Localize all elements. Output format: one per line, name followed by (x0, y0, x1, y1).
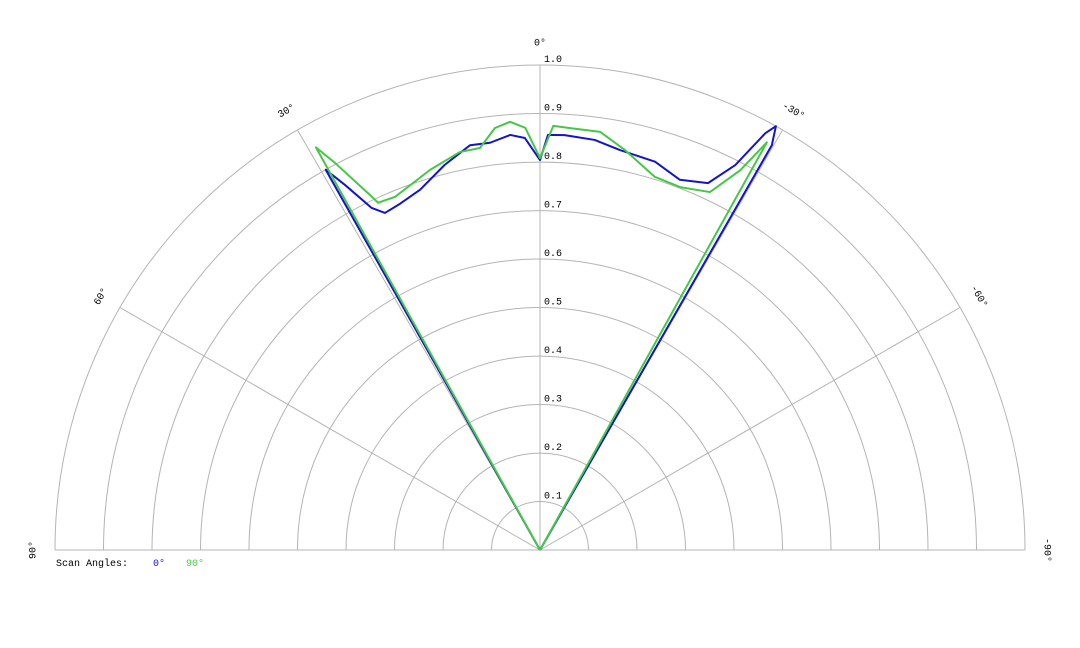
radial-line (539, 307, 961, 551)
r-tick-label: 0.8 (544, 152, 562, 163)
theta-tick-label: -90° (1040, 538, 1052, 562)
r-tick-label: 0.1 (544, 492, 562, 503)
r-tick-label: 1.0 (544, 55, 562, 66)
theta-tick-label: 60° (92, 286, 111, 308)
series-line (314, 120, 768, 551)
theta-tick-label: 30° (276, 102, 298, 121)
legend-title: Scan Angles: (56, 558, 128, 570)
legend-label: 90° (186, 558, 204, 570)
r-tick-label: 0.5 (544, 298, 562, 309)
legend-label: 0° (153, 558, 165, 570)
theta-tick-label: -30° (780, 100, 807, 122)
theta-tick-label: 90° (28, 541, 40, 559)
r-tick-label: 0.3 (544, 395, 562, 406)
r-tick-label: 0.7 (544, 201, 562, 212)
r-tick-label: 0.6 (544, 249, 562, 260)
theta-tick-label: 0° (534, 38, 546, 50)
r-tick-label: 0.4 (544, 346, 562, 357)
theta-tick-label: -60° (967, 283, 989, 310)
r-tick-label: 0.2 (544, 443, 562, 454)
radial-line (119, 307, 541, 551)
r-tick-label: 0.9 (544, 104, 562, 115)
series-line (324, 125, 777, 551)
